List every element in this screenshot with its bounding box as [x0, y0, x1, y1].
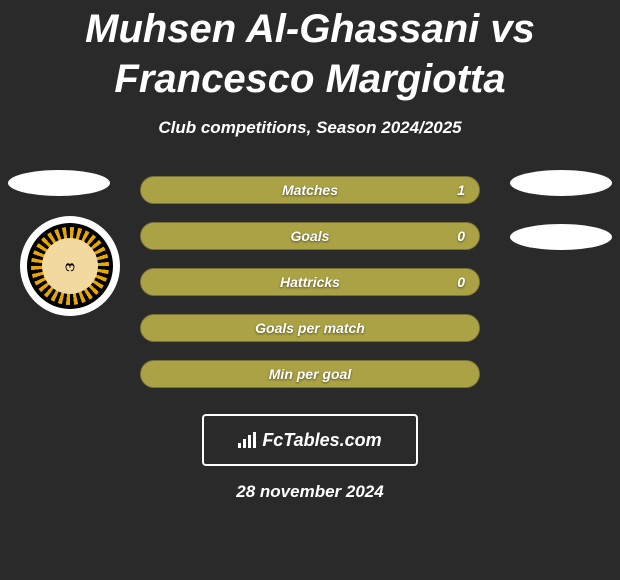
stat-bar: Matches 1	[140, 176, 480, 204]
club-badge-glyph: ෆ	[42, 238, 98, 294]
stat-label: Min per goal	[269, 366, 351, 382]
stat-label: Hattricks	[280, 274, 340, 290]
stat-bar: Goals 0	[140, 222, 480, 250]
stat-label: Goals per match	[255, 320, 365, 336]
stat-bar: Hattricks 0	[140, 268, 480, 296]
chart-icon	[238, 432, 258, 448]
stat-label: Goals	[291, 228, 330, 244]
comparison-area: ෆ Matches 1 Goals 0 Hattricks 0 Goals pe…	[0, 170, 620, 400]
brand-box: FcTables.com	[202, 414, 418, 466]
club-badge: ෆ	[20, 216, 120, 316]
club-badge-ring: ෆ	[27, 223, 113, 309]
stat-label: Matches	[282, 182, 338, 198]
stats-bars: Matches 1 Goals 0 Hattricks 0 Goals per …	[140, 158, 480, 388]
player-left-placeholder	[8, 170, 110, 196]
stat-value: 0	[457, 228, 465, 244]
subtitle: Club competitions, Season 2024/2025	[0, 118, 620, 138]
stat-bar: Goals per match	[140, 314, 480, 342]
player-right-placeholder-2	[510, 224, 612, 250]
player-right-placeholder-1	[510, 170, 612, 196]
stat-bar: Min per goal	[140, 360, 480, 388]
stat-value: 1	[457, 182, 465, 198]
stat-value: 0	[457, 274, 465, 290]
brand-text: FcTables.com	[262, 430, 381, 451]
page-title: Muhsen Al-Ghassani vs Francesco Margiott…	[0, 0, 620, 104]
date-text: 28 november 2024	[0, 482, 620, 502]
